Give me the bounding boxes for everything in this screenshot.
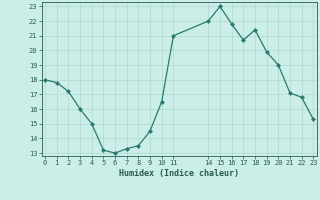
- X-axis label: Humidex (Indice chaleur): Humidex (Indice chaleur): [119, 169, 239, 178]
